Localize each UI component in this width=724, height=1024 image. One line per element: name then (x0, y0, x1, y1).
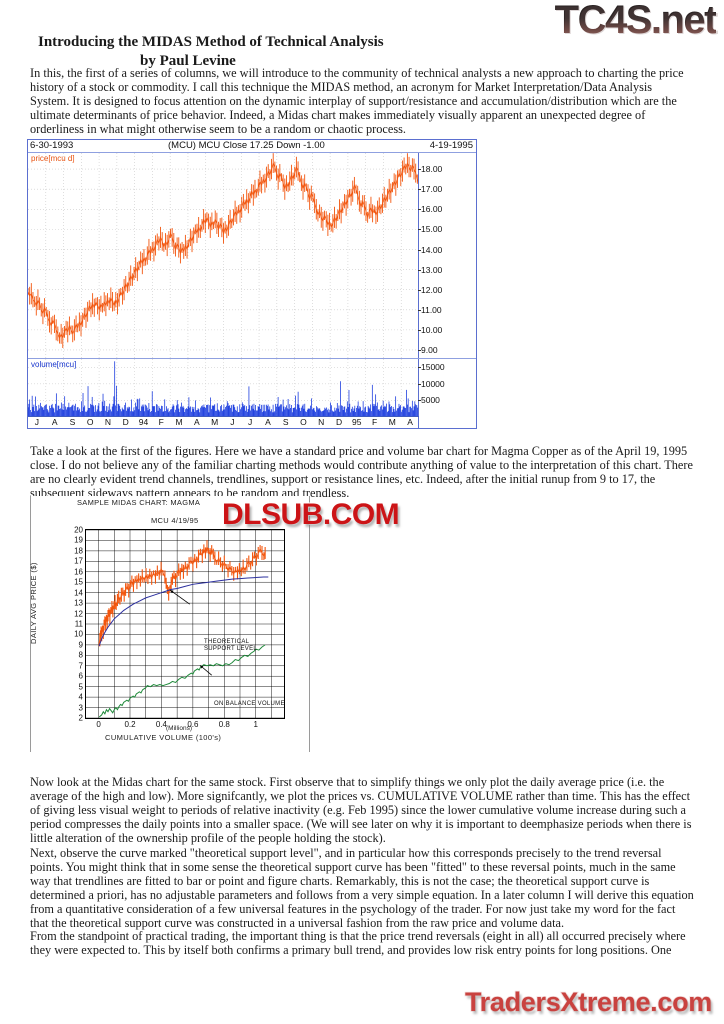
paragraph-five: From the standpoint of practical trading… (30, 929, 686, 958)
price-axis-tick: 18.00 (417, 164, 443, 175)
midas-chart: SAMPLE MIDAS CHART: MAGMA MCU 4/19/95 DA… (29, 496, 310, 752)
midas-y-tick: 19 (74, 535, 83, 545)
annotation-on-balance-volume: ON BALANCE VOLUME (214, 701, 285, 707)
midas-y-tick: 2 (78, 713, 83, 723)
month-label: M (175, 417, 183, 427)
month-label: 95 (352, 417, 362, 427)
price-axis-tick: 14.00 (417, 244, 443, 255)
month-label: F (158, 417, 164, 427)
chart1-price-panel: price[mcu d] 18.00 17.00 16.00 15.00 14.00 13… (28, 153, 476, 359)
midas-y-tick: 6 (78, 671, 83, 681)
midas-y-tick: 5 (78, 682, 83, 692)
price-axis-tick: 16.00 (417, 204, 443, 215)
month-label: N (318, 417, 325, 427)
volume-axis-tick: 15000 (418, 362, 445, 373)
chart1-end-date: 4-19-1995 (429, 140, 473, 151)
volume-axis-tick: 10000 (418, 378, 445, 389)
volume-axis-tick: 5000 (418, 395, 440, 406)
paragraph-intro: In this, the first of a series of column… (30, 66, 684, 137)
paragraph-four: Next, observe the curve marked "theoreti… (30, 846, 694, 931)
volume-y-axis: 15000 10000 5000 (418, 359, 476, 429)
midas-y-tick: 4 (78, 692, 83, 702)
midas-y-tick: 9 (78, 640, 83, 650)
month-label: J (230, 417, 235, 427)
chart1-quote: (MCU) MCU Close 17.25 Down -1.00 (168, 140, 325, 151)
month-label: M (211, 417, 219, 427)
midas-y-tick: 7 (78, 661, 83, 671)
midas-x-tick: 0.6 (187, 720, 199, 729)
midas-chart-subtitle: MCU 4/19/95 (151, 516, 199, 525)
price-axis-tick: 10.00 (417, 324, 443, 335)
midas-x-tick: 0.8 (218, 720, 230, 729)
volume-month-axis: J A S O N D 94 F M A M J J A S O N D 95 F M A (28, 416, 419, 428)
paragraph-two: Take a look at the first of the figures.… (30, 444, 693, 501)
month-label: S (69, 417, 76, 427)
month-label: O (300, 417, 307, 427)
month-label: A (51, 417, 58, 427)
annotation-theoretical-support-level: THEORETICAL SUPPORT LEVEL (204, 639, 257, 653)
midas-x-axis-label: CUMULATIVE VOLUME (100's) (105, 733, 222, 742)
paragraph-three: Now look at the Midas chart for the same… (30, 775, 692, 846)
price-axis-tick: 17.00 (417, 184, 443, 195)
month-label: A (265, 417, 271, 427)
month-label: A (193, 417, 200, 427)
tradersxtreme-watermark: TradersXtreme.com (464, 986, 713, 1018)
midas-y-tick: 16 (74, 567, 83, 577)
tc4s-logo: TC4S.net (554, 0, 718, 42)
chart1-volume-panel: volume[mcu] 15000 10000 5000 J A S O N D 94 F M A M J… (28, 359, 476, 429)
midas-x-tick: 1 (253, 720, 258, 729)
midas-y-axis-label: DAILY AVG PRICE ($) (29, 562, 38, 644)
midas-y-tick: 10 (74, 629, 83, 639)
midas-plot-area: THEORETICAL SUPPORT LEVEL ON BALANCE VOL… (74, 526, 285, 729)
annotation-support-line1: THEORETICAL (204, 639, 250, 645)
volume-panel-label: volume[mcu] (31, 360, 77, 369)
month-label: S (282, 417, 289, 427)
price-axis-tick: 9.00 (418, 345, 438, 355)
midas-x-tick: 0 (96, 720, 101, 729)
month-label: D (122, 417, 129, 427)
midas-y-tick: 15 (74, 577, 83, 587)
midas-y-tick: 11 (74, 619, 83, 629)
month-label: O (86, 417, 94, 427)
price-axis-tick: 12.00 (417, 284, 443, 295)
month-label: A (407, 417, 413, 427)
dlsub-watermark: DLSUB.COM (221, 497, 401, 532)
midas-x-axis-units: (Millions) (166, 725, 192, 732)
midas-y-tick: 20 (74, 525, 83, 535)
midas-x-tick: 0.4 (155, 720, 167, 729)
midas-y-tick: 12 (74, 609, 83, 619)
chart1-header: 6-30-1993 (MCU) MCU Close 17.25 Down -1.… (28, 140, 476, 153)
page-byline: by Paul Levine (140, 53, 236, 69)
midas-y-tick: 17 (74, 556, 83, 566)
price-plot-area (28, 153, 419, 358)
month-label: 94 (138, 417, 149, 427)
price-axis-tick: 15.00 (417, 224, 443, 235)
volume-plot-area (28, 359, 419, 429)
month-label: F (371, 417, 378, 427)
midas-y-tick: 3 (78, 703, 83, 713)
month-label: J (248, 417, 253, 427)
price-axis-tick: 11.00 (418, 304, 442, 315)
page-title: Introducing the MIDAS Method of Technica… (38, 34, 384, 50)
price-y-axis: 18.00 17.00 16.00 15.00 14.00 13.00 12.00 11.00… (417, 153, 476, 358)
midas-y-tick: 14 (74, 588, 83, 598)
price-axis-tick: 13.00 (417, 264, 443, 275)
midas-x-tick: 0.2 (124, 720, 136, 729)
price-volume-chart: 6-30-1993 (MCU) MCU Close 17.25 Down -1.… (27, 139, 477, 429)
midas-chart-title: SAMPLE MIDAS CHART: MAGMA (77, 498, 201, 507)
price-panel-label: price[mcu d] (31, 154, 75, 163)
midas-y-tick: 13 (74, 598, 83, 608)
chart1-start-date: 6-30-1993 (30, 140, 74, 151)
month-label: J (34, 417, 39, 427)
annotation-support-line2: SUPPORT LEVEL (204, 646, 258, 652)
midas-y-tick: 8 (78, 650, 83, 660)
midas-y-tick: 18 (74, 546, 83, 556)
month-label: M (388, 417, 396, 427)
month-label: N (104, 417, 112, 427)
month-label: D (335, 417, 343, 427)
